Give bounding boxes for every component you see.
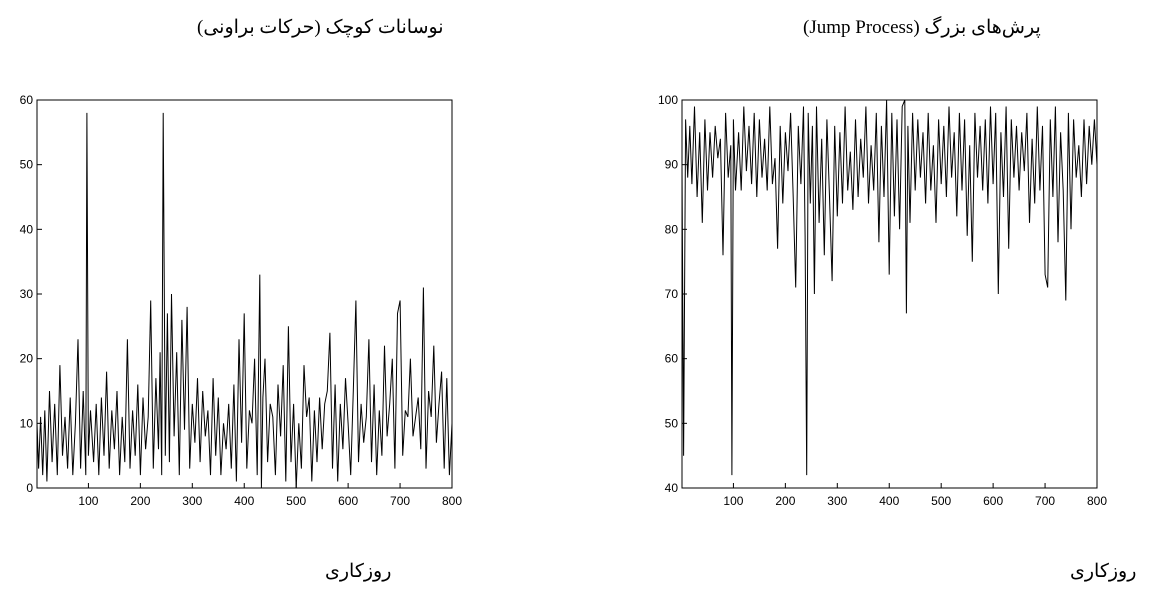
x-tick-label: 500 xyxy=(931,494,951,508)
x-axis-label-small-fluctuations: روزکاری xyxy=(325,561,392,582)
y-tick-label: 10 xyxy=(20,416,34,430)
series-line xyxy=(36,112,453,489)
x-tick-label: 400 xyxy=(234,494,254,508)
series-line xyxy=(681,99,1098,476)
y-tick-label: 50 xyxy=(665,416,679,430)
y-tick-label: 60 xyxy=(20,93,34,107)
x-tick-label: 600 xyxy=(338,494,358,508)
x-axis-label-large-jumps: روزکاری xyxy=(1070,561,1137,582)
y-tick-label: 90 xyxy=(665,158,679,172)
chart-title-large-jumps: پرش‌های بزرگ (Jump Process) xyxy=(803,17,1041,38)
y-tick-label: 70 xyxy=(665,287,679,301)
y-tick-label: 40 xyxy=(20,222,34,236)
x-tick-label: 200 xyxy=(775,494,795,508)
y-tick-label: 80 xyxy=(665,222,679,236)
plot-frame xyxy=(681,99,1098,489)
chart-title-small-fluctuations: نوسانات کوچک (حرکات براونی) xyxy=(197,17,444,38)
x-tick-label: 600 xyxy=(983,494,1003,508)
y-tick-label: 20 xyxy=(20,352,34,366)
x-tick-label: 300 xyxy=(827,494,847,508)
x-tick-label: 500 xyxy=(286,494,306,508)
x-tick-label: 400 xyxy=(879,494,899,508)
x-tick-label: 700 xyxy=(1035,494,1055,508)
x-tick-label: 700 xyxy=(390,494,410,508)
y-tick-label: 30 xyxy=(20,287,34,301)
x-tick-label: 100 xyxy=(78,494,98,508)
x-tick-label: 800 xyxy=(442,494,462,508)
x-tick-label: 100 xyxy=(723,494,743,508)
plot-frame xyxy=(36,99,453,489)
chart-small-fluctuations: 0 10 20 30 40 50 60 100 200 300 400 500 600 700 800 xyxy=(20,93,463,508)
y-tick-label: 40 xyxy=(665,481,679,495)
y-tick-label: 60 xyxy=(665,352,679,366)
x-tick-label: 300 xyxy=(182,494,202,508)
x-tick-label: 800 xyxy=(1087,494,1107,508)
y-tick-label: 50 xyxy=(20,158,34,172)
y-tick-label: 100 xyxy=(658,93,678,107)
x-tick-label: 200 xyxy=(130,494,150,508)
y-tick-label: 0 xyxy=(26,481,33,495)
chart-large-jumps: 40 50 60 70 80 90 100 100 200 300 400 500 600 700 800 xyxy=(658,93,1107,508)
